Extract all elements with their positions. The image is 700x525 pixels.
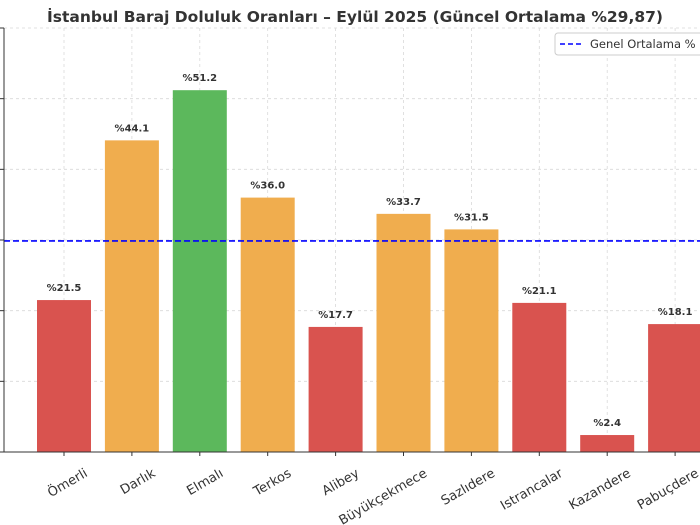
bars: %21.5 %44.1 %51.2 %36.0 %17.7 %33.7 %31.5 %21.1… — [37, 73, 700, 453]
x-tick-label: Darlık — [118, 466, 159, 498]
chart-title: İstanbul Baraj Doluluk Oranları – Eylül … — [47, 7, 663, 26]
bar-0 — [37, 300, 91, 452]
value-label: %17.7 — [318, 310, 353, 321]
value-label: %31.5 — [454, 212, 489, 223]
bar-6 — [444, 229, 499, 452]
bar-4 — [308, 326, 363, 452]
x-tick-label: Sazlıdere — [439, 466, 498, 509]
bar-7 — [512, 302, 567, 452]
x-tick-label: Ömerli — [44, 464, 90, 500]
value-label: %21.1 — [522, 286, 557, 297]
bar-8 — [580, 435, 635, 452]
x-tick-label: Kazandere — [567, 466, 634, 513]
value-label: %44.1 — [115, 123, 150, 134]
value-label: %36.0 — [250, 181, 285, 192]
bar-3 — [240, 197, 295, 452]
x-tick-label: Elmalı — [184, 466, 226, 499]
x-tick-label: Terkos — [250, 466, 294, 500]
value-label: %33.7 — [386, 197, 421, 208]
x-tick-label: Istrancalar — [498, 466, 566, 514]
legend-label: Genel Ortalama % 29,87 — [590, 37, 700, 51]
bar-1 — [104, 140, 159, 453]
value-label: %51.2 — [182, 73, 217, 84]
bar-2 — [172, 90, 227, 452]
value-label: %21.5 — [47, 283, 82, 294]
legend: Genel Ortalama % 29,87 — [554, 32, 700, 56]
x-tick-label: Pabuçdere — [635, 466, 700, 513]
x-tick-label: Alibey — [320, 466, 362, 499]
bar-5 — [376, 213, 431, 452]
value-label: %2.4 — [593, 418, 621, 429]
bar-9 — [648, 324, 700, 452]
value-label: %18.1 — [658, 307, 693, 318]
legend-box — [554, 32, 700, 56]
